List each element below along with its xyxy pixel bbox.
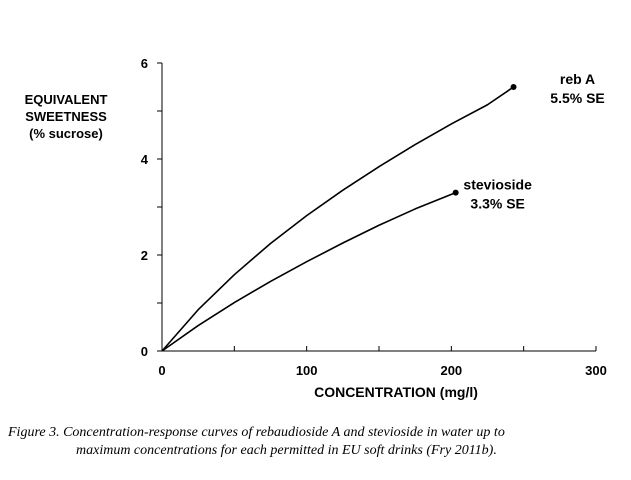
y-tick-label: 2 [141,248,148,263]
x-tick-label: 100 [296,363,318,378]
x-tick-label: 300 [585,363,607,378]
tick-marks [157,62,597,352]
y-axis-label-line-2: SWEETNESS [25,109,107,124]
series-line-stevioside [161,191,456,352]
y-tick-label: 4 [141,152,149,167]
figure-caption: Figure 3. Concentration-response curves … [8,424,623,460]
series-label-reb-a: reb A [560,71,595,87]
series-endpoint-stevioside [452,189,459,196]
chart: EQUIVALENT SWEETNESS (% sucrose) 0 2 4 6 0 10… [25,56,607,400]
series-line-reb-a [161,86,514,352]
y-axis-label: EQUIVALENT SWEETNESS (% sucrose) [25,92,108,141]
y-tick-label: 0 [141,344,148,359]
y-axis-label-line-1: EQUIVALENT [25,92,108,107]
caption-line-1: Figure 3. Concentration-response curves … [8,425,505,440]
caption-line-2: maximum concentrations for each permitte… [76,443,497,458]
y-tick-label: 6 [141,56,148,71]
series-label-stevioside: stevioside [463,177,532,193]
x-tick-label: 0 [158,363,165,378]
y-axis-label-line-3: (% sucrose) [29,126,103,141]
series-group: reb A 5.5% SE stevioside 3.3% SE [161,71,605,352]
series-value-label-stevioside: 3.3% SE [470,196,524,212]
series-value-label-reb-a: 5.5% SE [550,90,604,106]
x-axis-label: CONCENTRATION (mg/l) [314,384,478,400]
x-tick-label: 200 [440,363,462,378]
tick-labels: 0 2 4 6 0 100 200 300 [141,56,607,378]
series-endpoint-reb-a [510,84,517,90]
